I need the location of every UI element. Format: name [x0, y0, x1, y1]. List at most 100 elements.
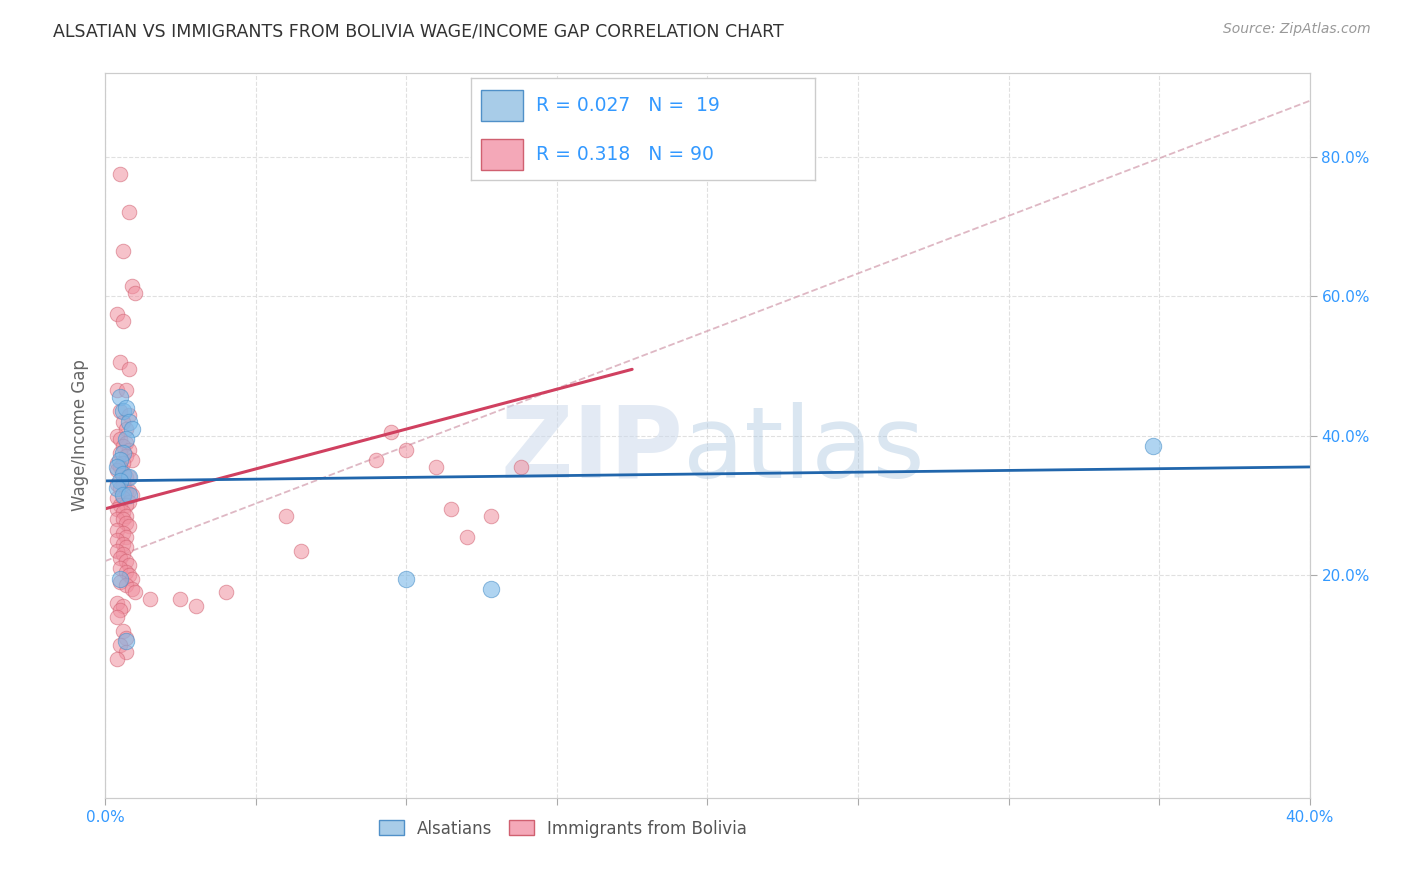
Point: [274, 508, 297, 523]
Point: [115, 435, 138, 450]
Point: [112, 244, 135, 258]
Point: [118, 495, 141, 509]
Point: [118, 484, 141, 499]
Point: [110, 572, 132, 586]
Point: [112, 624, 135, 638]
Point: [115, 383, 138, 397]
Point: [115, 470, 138, 484]
Point: [110, 459, 132, 474]
Point: [290, 543, 312, 558]
Point: [139, 592, 162, 607]
Point: [121, 572, 143, 586]
Point: [479, 582, 502, 596]
Text: R = 0.027   N =  19: R = 0.027 N = 19: [537, 95, 720, 115]
Point: [105, 477, 128, 491]
Point: [112, 505, 135, 519]
Point: [110, 561, 132, 575]
Point: [112, 404, 135, 418]
Point: [118, 470, 141, 484]
Text: R = 0.318   N = 90: R = 0.318 N = 90: [537, 145, 714, 164]
Point: [121, 421, 143, 435]
Point: [110, 390, 132, 404]
Point: [110, 355, 132, 369]
Point: [110, 453, 132, 467]
Point: [115, 554, 138, 568]
Text: Source: ZipAtlas.com: Source: ZipAtlas.com: [1223, 22, 1371, 37]
Point: [105, 481, 128, 495]
Point: [112, 536, 135, 550]
Point: [105, 501, 128, 516]
Point: [105, 459, 128, 474]
Point: [1142, 439, 1164, 453]
Point: [115, 401, 138, 415]
Point: [184, 599, 207, 614]
Point: [115, 432, 138, 446]
Point: [105, 596, 128, 610]
Point: [105, 523, 128, 537]
Point: [118, 415, 141, 429]
Point: [118, 470, 141, 484]
Point: [110, 432, 132, 446]
Point: [105, 383, 128, 397]
Point: [121, 278, 143, 293]
Point: [105, 306, 128, 320]
Point: [115, 530, 138, 544]
Point: [456, 530, 478, 544]
Point: [112, 415, 135, 429]
Point: [105, 610, 128, 624]
Point: [214, 585, 236, 599]
Point: [110, 638, 132, 652]
Point: [118, 488, 141, 502]
Legend: Alsatians, Immigrants from Bolivia: Alsatians, Immigrants from Bolivia: [373, 813, 754, 844]
Point: [112, 491, 135, 506]
Point: [115, 565, 138, 579]
Point: [124, 585, 146, 599]
Point: [115, 450, 138, 464]
Point: [110, 550, 132, 565]
Point: [115, 578, 138, 592]
Point: [118, 519, 141, 533]
Point: [118, 408, 141, 422]
Point: [395, 442, 418, 457]
Point: [440, 501, 463, 516]
Point: [110, 404, 132, 418]
Point: [425, 459, 447, 474]
Point: [105, 428, 128, 442]
Point: [112, 477, 135, 491]
Point: [112, 446, 135, 460]
Point: [110, 167, 132, 181]
Point: [118, 442, 141, 457]
Point: [105, 543, 128, 558]
Point: [169, 592, 191, 607]
Point: [110, 603, 132, 617]
Point: [112, 313, 135, 327]
Point: [115, 421, 138, 435]
Point: [115, 645, 138, 659]
Point: [118, 362, 141, 376]
Point: [509, 459, 531, 474]
Point: [118, 568, 141, 582]
Point: [115, 631, 138, 645]
Point: [110, 481, 132, 495]
Point: [115, 484, 138, 499]
Point: [112, 467, 135, 481]
Text: ZIP: ZIP: [501, 401, 683, 499]
Point: [121, 582, 143, 596]
Point: [110, 474, 132, 488]
Point: [105, 651, 128, 665]
Point: [395, 572, 418, 586]
Point: [112, 467, 135, 481]
Point: [115, 498, 138, 512]
Point: [105, 512, 128, 526]
Point: [124, 285, 146, 300]
Point: [115, 508, 138, 523]
Point: [112, 439, 135, 453]
Point: [110, 446, 132, 460]
Point: [121, 453, 143, 467]
Point: [112, 457, 135, 471]
Point: [380, 425, 402, 439]
Point: [105, 463, 128, 477]
Point: [110, 574, 132, 589]
Point: [112, 512, 135, 526]
Point: [110, 498, 132, 512]
